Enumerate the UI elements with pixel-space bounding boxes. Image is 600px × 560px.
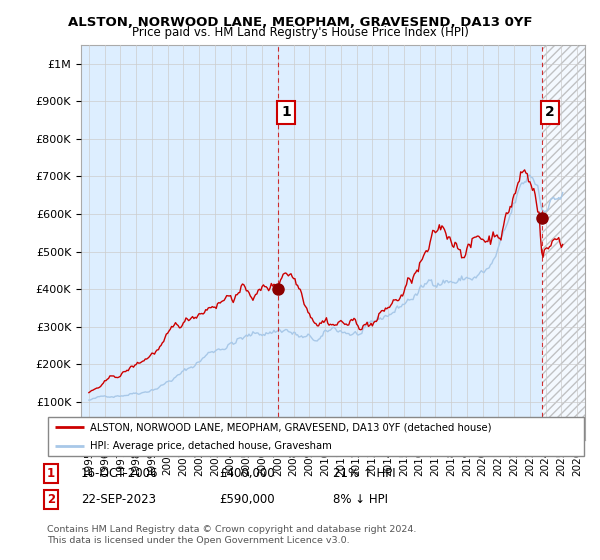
Text: ALSTON, NORWOOD LANE, MEOPHAM, GRAVESEND, DA13 0YF (detached house): ALSTON, NORWOOD LANE, MEOPHAM, GRAVESEND…	[89, 422, 491, 432]
Text: 1: 1	[280, 111, 281, 113]
Text: Price paid vs. HM Land Registry's House Price Index (HPI): Price paid vs. HM Land Registry's House …	[131, 26, 469, 39]
Text: £590,000: £590,000	[219, 493, 275, 506]
Text: This data is licensed under the Open Government Licence v3.0.: This data is licensed under the Open Gov…	[47, 536, 349, 545]
FancyBboxPatch shape	[48, 417, 584, 456]
Text: 2: 2	[545, 105, 554, 119]
Text: £400,000: £400,000	[219, 466, 275, 480]
Text: 16-OCT-2006: 16-OCT-2006	[81, 466, 158, 480]
Text: HPI: Average price, detached house, Gravesham: HPI: Average price, detached house, Grav…	[89, 441, 331, 451]
Text: ALSTON, NORWOOD LANE, MEOPHAM, GRAVESEND, DA13 0YF: ALSTON, NORWOOD LANE, MEOPHAM, GRAVESEND…	[68, 16, 532, 29]
Text: Contains HM Land Registry data © Crown copyright and database right 2024.: Contains HM Land Registry data © Crown c…	[47, 525, 416, 534]
Text: 2: 2	[47, 493, 55, 506]
Text: 1: 1	[281, 105, 291, 119]
Text: 21% ↑ HPI: 21% ↑ HPI	[333, 466, 395, 480]
Text: 22-SEP-2023: 22-SEP-2023	[81, 493, 156, 506]
Text: 1: 1	[47, 466, 55, 480]
Text: 8% ↓ HPI: 8% ↓ HPI	[333, 493, 388, 506]
Bar	[542, 45, 585, 440]
